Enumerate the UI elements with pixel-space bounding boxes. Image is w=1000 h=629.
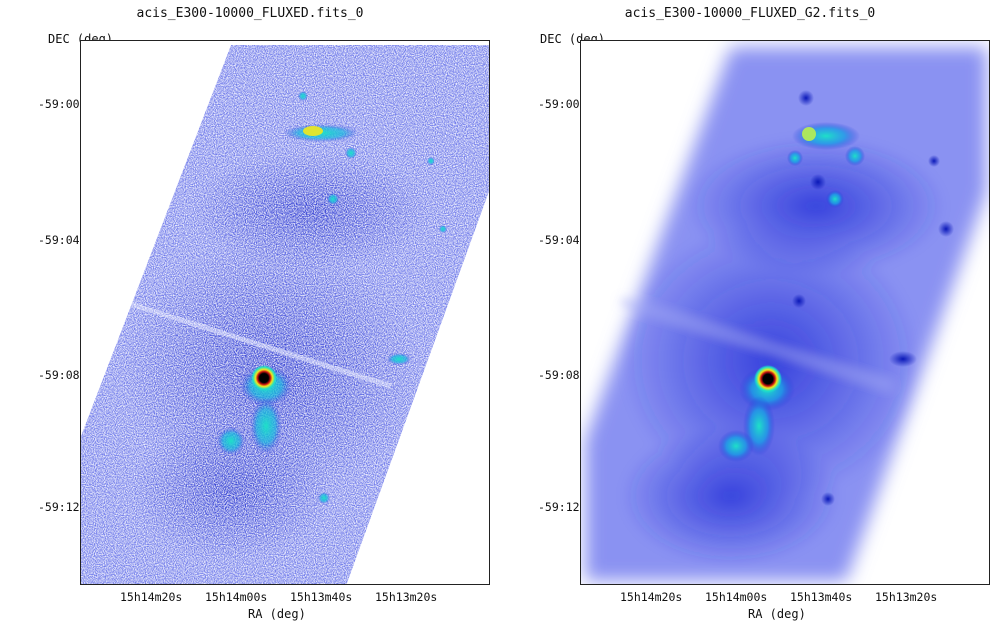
panel-title: acis_E300-10000_FLUXED.fits_0 [136, 6, 364, 21]
y-tick-label: -59:08 [538, 368, 580, 382]
fits-image-noisy[interactable] [81, 41, 490, 585]
image-panel-right: acis_E300-10000_FLUXED_G2.fits_0 DEC (de… [500, 0, 1000, 629]
y-tick-label: -59:12 [38, 500, 80, 514]
x-axis-label: RA (deg) [748, 607, 806, 621]
image-frame[interactable] [80, 40, 490, 585]
image-frame[interactable] [580, 40, 990, 585]
image-panel-left: acis_E300-10000_FLUXED.fits_0 DEC (deg) [38, 6, 490, 621]
fits-image-smoothed[interactable] [581, 41, 990, 585]
x-tick-label: 15h14m20s [620, 590, 683, 604]
x-tick-label: 15h13m40s [290, 590, 353, 604]
x-tick-label: 15h14m00s [705, 590, 768, 604]
y-tick-label: -59:08 [38, 368, 80, 382]
y-tick-label: -59:00 [38, 97, 80, 111]
x-tick-label: 15h13m20s [375, 590, 438, 604]
x-tick-label: 15h14m00s [205, 590, 268, 604]
pulsar-core [754, 365, 782, 393]
x-axis-label: RA (deg) [248, 607, 306, 621]
x-tick-label: 15h13m20s [875, 590, 938, 604]
y-tick-label: -59:04 [538, 233, 580, 247]
panel-title: acis_E300-10000_FLUXED_G2.fits_0 [624, 6, 876, 21]
y-tick-label: -59:04 [38, 233, 80, 247]
x-tick-label: 15h14m20s [120, 590, 183, 604]
x-tick-label: 15h13m40s [790, 590, 853, 604]
y-tick-label: -59:12 [538, 500, 580, 514]
y-tick-label: -59:00 [538, 97, 580, 111]
pulsar-core [251, 365, 277, 391]
